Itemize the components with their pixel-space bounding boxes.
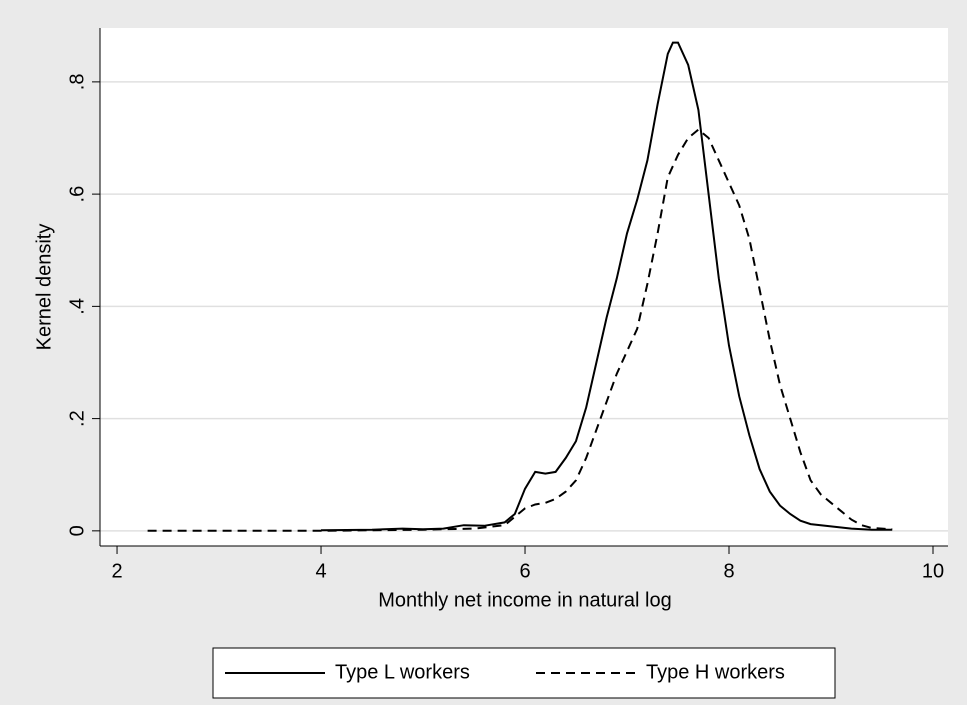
plot-area: [100, 28, 948, 546]
y-tick-label: 0: [66, 525, 88, 536]
y-tick-label: .4: [66, 298, 88, 315]
density-line: [320, 41, 893, 532]
y-tick-label: .2: [66, 410, 88, 427]
x-tick-label: 8: [723, 560, 734, 582]
legend-label: Type H workers: [646, 661, 785, 683]
legend-label: Type L workers: [335, 661, 470, 683]
y-tick-label: .8: [66, 74, 88, 91]
x-tick-label: 6: [519, 560, 530, 582]
x-tick-label: 2: [111, 560, 122, 582]
x-axis-title: Monthly net income in natural log: [378, 589, 672, 611]
density-line: [147, 128, 893, 532]
x-tick-label: 4: [315, 560, 326, 582]
y-tick-label: .6: [66, 186, 88, 203]
x-tick-label: 10: [922, 560, 944, 582]
y-axis-title: Kernel density: [33, 224, 55, 351]
